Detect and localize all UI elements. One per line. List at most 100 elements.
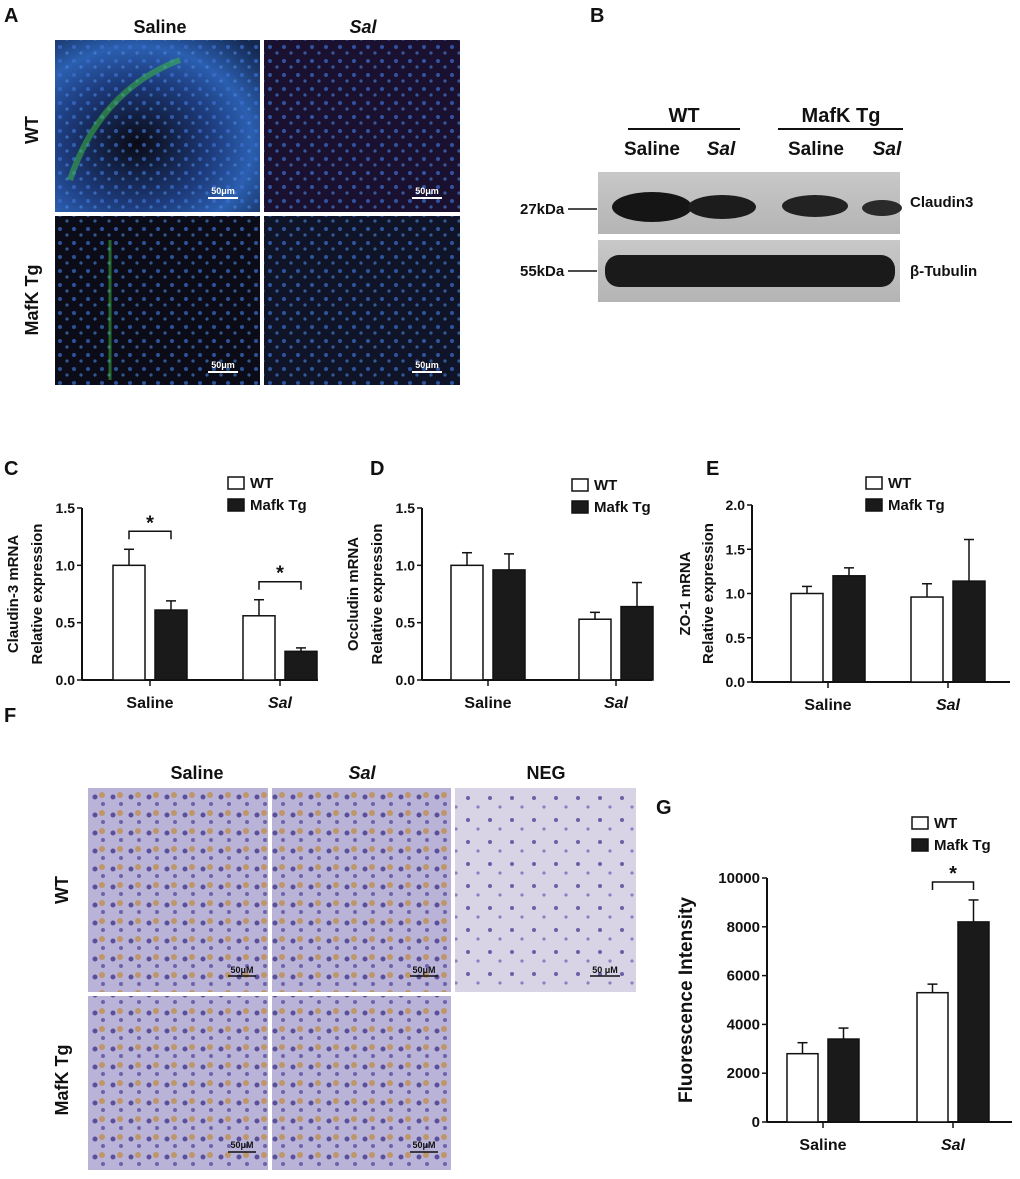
- bar-mafk-tg: [620, 605, 654, 681]
- scale-bar-label: 50μM: [412, 965, 435, 975]
- scale-bar-label: 50μm: [415, 360, 439, 370]
- panel-label-a: A: [4, 5, 18, 27]
- chart-e: 0.0 0.5 1.0 1.5 2.0 ZO-1 mRNA Relative express…: [677, 475, 1010, 714]
- chart-d: 0.0 0.5 1.0 1.5 Occludin mRNA Relative expres…: [345, 477, 654, 712]
- y-tick-label: 0.5: [726, 630, 746, 646]
- scale-bar-label: 50μm: [415, 186, 439, 196]
- significance-bracket: [128, 530, 172, 540]
- legend-swatch: [571, 500, 589, 514]
- ihc-image-mafk-saline: [88, 996, 268, 1170]
- y-tick-label: 0.5: [396, 615, 416, 631]
- bar-mafk-tg: [952, 580, 986, 683]
- bar-mafk-tg: [284, 650, 318, 681]
- blot-claudin3: [598, 172, 902, 234]
- y-axis-label: Occludin mRNA: [345, 537, 362, 651]
- panel-label-b: B: [590, 5, 604, 27]
- y-axis-label: ZO-1 mRNA: [677, 551, 694, 635]
- panel-f: F Saline Sal NEG WT MafK Tg 50μM 50μM 50…: [4, 705, 636, 1170]
- x-tick-label: Saline: [799, 1137, 846, 1154]
- significance-star: *: [146, 512, 154, 534]
- marker-55kda: 55kDa: [520, 263, 565, 280]
- group-mafk: MafK Tg: [802, 105, 881, 127]
- legend-label: Mafk Tg: [888, 497, 945, 514]
- if-image-wt-saline: [55, 40, 260, 212]
- legend-swatch: [865, 476, 883, 490]
- bar-wt: [450, 564, 484, 681]
- legend-swatch: [571, 478, 589, 492]
- row-header-wt: WT: [52, 876, 72, 904]
- y-tick-label: 6000: [727, 968, 760, 985]
- col-header-sal: Sal: [348, 763, 376, 783]
- y-tick-label: 0.5: [56, 615, 76, 631]
- chart-c: 0.0 0.5 1.0 1.5 Claudin-3 mRNA Relative expre…: [5, 475, 318, 712]
- if-image-mafk-sal: [264, 216, 460, 385]
- panel-label-c: C: [4, 458, 18, 480]
- y-axis-label: Claudin-3 mRNA: [5, 535, 22, 654]
- y-tick-label: 1.5: [726, 541, 746, 557]
- bar-wt: [112, 564, 146, 681]
- significance-bracket: [931, 881, 975, 890]
- y-tick-label: 1.0: [726, 586, 746, 602]
- if-image-mafk-saline: [55, 216, 260, 385]
- row-header-mafk: MafK Tg: [52, 1045, 72, 1116]
- bar-wt: [916, 991, 949, 1123]
- scale-bar-label: 50 μM: [592, 965, 618, 975]
- blot-tubulin: [598, 240, 900, 302]
- significance-bracket: [258, 580, 302, 590]
- x-tick-label: Sal: [936, 697, 961, 714]
- y-tick-label: 0.0: [726, 674, 746, 690]
- scale-bar-label: 50μm: [211, 360, 235, 370]
- legend-label: WT: [594, 477, 617, 494]
- col-header-sal: Sal: [349, 17, 377, 37]
- scale-bar-label: 50μM: [412, 1140, 435, 1150]
- scale-bar-label: 50μM: [230, 1140, 253, 1150]
- panel-label-d: D: [370, 458, 384, 480]
- x-tick-label: Saline: [464, 695, 511, 712]
- significance-star: *: [276, 563, 284, 585]
- y-tick-label: 0.0: [56, 672, 76, 688]
- x-tick-label: Saline: [804, 697, 851, 714]
- chart-g: 0 2000 4000 6000 8000 10000 Fluorescence Inten…: [676, 815, 1012, 1154]
- lane-label: Saline: [624, 139, 680, 160]
- ihc-image-wt-sal: [272, 788, 451, 992]
- legend-swatch: [911, 816, 929, 830]
- panel-a: A Saline Sal WT MafK Tg 50μm 50μm 50μm 5…: [4, 5, 460, 385]
- y-axis-label: Relative expression: [369, 524, 386, 665]
- y-axis-label: Relative expression: [29, 524, 46, 665]
- legend-label: Mafk Tg: [250, 497, 307, 514]
- protein-tubulin: β-Tubulin: [910, 263, 977, 280]
- y-tick-label: 8000: [727, 919, 760, 936]
- y-tick-label: 4000: [727, 1016, 760, 1033]
- bar-wt: [790, 592, 824, 683]
- marker-27kda: 27kDa: [520, 201, 565, 218]
- legend-label: Mafk Tg: [594, 499, 651, 516]
- panel-label-g: G: [656, 797, 672, 819]
- y-tick-label: 1.0: [396, 557, 416, 573]
- bar-mafk-tg: [827, 1038, 860, 1123]
- y-tick-label: 2.0: [726, 497, 746, 513]
- col-header-saline: Saline: [133, 17, 186, 37]
- charts: 0.0 0.5 1.0 1.5 Claudin-3 mRNA Relative expre…: [5, 475, 1012, 1154]
- x-tick-label: Sal: [941, 1137, 966, 1154]
- panel-label-f: F: [4, 705, 16, 727]
- ihc-image-neg: [455, 788, 636, 992]
- y-tick-label: 2000: [727, 1065, 760, 1082]
- legend-label: WT: [934, 815, 957, 832]
- scale-bar-label: 50μM: [230, 965, 253, 975]
- bar-mafk-tg: [154, 609, 188, 681]
- if-image-wt-sal: [264, 40, 460, 212]
- scale-bar-label: 50μm: [211, 186, 235, 196]
- y-axis-label: Relative expression: [700, 523, 717, 664]
- bar-wt: [242, 615, 276, 681]
- legend-label: Mafk Tg: [934, 837, 991, 854]
- col-header-neg: NEG: [526, 763, 565, 783]
- y-tick-label: 1.0: [56, 557, 76, 573]
- y-tick-label: 10000: [718, 870, 760, 887]
- y-tick-label: 0.0: [396, 672, 416, 688]
- y-tick-label: 1.5: [396, 500, 416, 516]
- x-tick-label: Saline: [126, 695, 173, 712]
- lane-label: Sal: [873, 139, 902, 160]
- y-tick-label: 1.5: [56, 500, 76, 516]
- legend-swatch: [911, 838, 929, 852]
- bar-mafk-tg: [832, 575, 866, 683]
